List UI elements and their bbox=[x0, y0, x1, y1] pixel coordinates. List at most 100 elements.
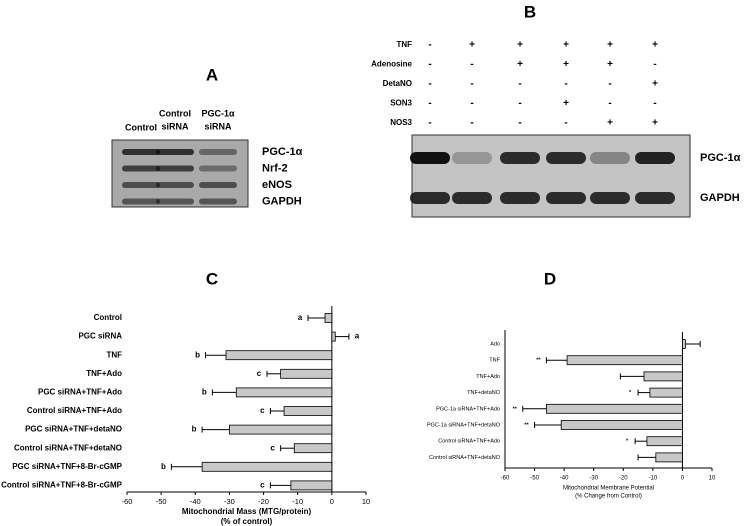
bar bbox=[225, 350, 333, 361]
band bbox=[122, 149, 160, 155]
bar bbox=[283, 406, 333, 416]
blot-b bbox=[411, 134, 691, 218]
annotation: b bbox=[192, 425, 197, 434]
bar bbox=[331, 331, 336, 342]
category-label: Control siRNA+TNF+detaNO bbox=[429, 455, 501, 461]
x-tick-label: -30 bbox=[589, 476, 598, 482]
x-tick-label: 0 bbox=[681, 476, 685, 482]
band bbox=[590, 152, 630, 164]
band bbox=[410, 152, 450, 164]
sign: - bbox=[470, 98, 473, 109]
annotation: c bbox=[270, 443, 275, 452]
sign: + bbox=[607, 59, 613, 70]
bar bbox=[566, 355, 683, 366]
x-tick-label: -40 bbox=[560, 476, 569, 482]
x-tick-label: 0 bbox=[330, 497, 334, 506]
band bbox=[199, 198, 237, 205]
condition-label: NOS3 bbox=[390, 118, 412, 127]
x-tick-label: -60 bbox=[501, 476, 510, 482]
sign: - bbox=[564, 79, 567, 90]
sign: + bbox=[517, 40, 523, 51]
category-label: TNF+Ado bbox=[476, 374, 500, 380]
x-tick-label: -10 bbox=[649, 476, 658, 482]
annotation: ** bbox=[524, 422, 529, 428]
x-tick-label: -50 bbox=[530, 476, 539, 482]
x-tick-label: -20 bbox=[258, 497, 269, 506]
annotation: * bbox=[626, 439, 629, 445]
x-tick-label: -40 bbox=[190, 497, 201, 506]
bar bbox=[324, 313, 333, 323]
x-axis-label: (% of control) bbox=[221, 517, 273, 526]
category-label: TNF bbox=[106, 350, 122, 359]
sign: - bbox=[470, 118, 473, 129]
x-tick-label: -10 bbox=[292, 497, 303, 506]
bar bbox=[235, 387, 333, 398]
bar bbox=[646, 436, 683, 447]
x-axis-label: Mitochondrial Membrane Potential bbox=[563, 486, 654, 492]
sign: - bbox=[518, 98, 521, 109]
column-label: PGC-1α bbox=[201, 108, 235, 118]
category-label: PGC siRNA+TNF+detaNO bbox=[25, 425, 122, 434]
band bbox=[546, 192, 586, 204]
sign: - bbox=[653, 98, 656, 109]
x-tick-label: -60 bbox=[122, 497, 133, 506]
band bbox=[452, 152, 492, 164]
x-tick-label: 10 bbox=[709, 476, 716, 482]
band bbox=[635, 192, 675, 204]
annotation: c bbox=[257, 369, 262, 378]
annotation: a bbox=[298, 313, 303, 322]
band bbox=[199, 149, 237, 155]
row-label: eNOS bbox=[262, 179, 292, 191]
x-axis-label: (% Change from Control) bbox=[575, 494, 642, 500]
category-label: PGC siRNA+TNF+Ado bbox=[38, 388, 122, 397]
annotation: * bbox=[629, 390, 632, 396]
category-label: PGC siRNA+TNF+8-Br-cGMP bbox=[12, 462, 122, 471]
band bbox=[199, 182, 237, 188]
band bbox=[156, 165, 194, 172]
category-label: TNF+detaNO bbox=[467, 390, 501, 396]
column-label: siRNA bbox=[204, 121, 232, 131]
annotation: ** bbox=[513, 406, 518, 412]
sign: - bbox=[428, 98, 431, 109]
category-label: PGC-1a siRNA+TNF+Ado bbox=[436, 406, 500, 412]
row-label: Nrf-2 bbox=[262, 162, 288, 174]
band bbox=[410, 192, 450, 204]
band bbox=[122, 182, 160, 188]
bar bbox=[201, 461, 333, 472]
panel-label: B bbox=[524, 2, 536, 21]
x-tick-label: -30 bbox=[224, 497, 235, 506]
sign: + bbox=[607, 40, 613, 51]
sign: + bbox=[652, 118, 658, 129]
sign: - bbox=[518, 79, 521, 90]
category-label: PGC siRNA bbox=[78, 332, 122, 341]
band bbox=[546, 152, 586, 164]
category-label: Control bbox=[94, 313, 122, 322]
annotation: b bbox=[161, 462, 166, 471]
sign: + bbox=[517, 59, 523, 70]
sign: - bbox=[470, 79, 473, 90]
column-label: siRNA bbox=[161, 121, 189, 131]
sign: + bbox=[563, 98, 569, 109]
bar bbox=[229, 424, 333, 435]
category-label: Control siRNA+TNF+detaNO bbox=[14, 443, 122, 452]
x-tick-label: 10 bbox=[362, 497, 370, 506]
sign: - bbox=[428, 118, 431, 129]
bar bbox=[290, 480, 333, 491]
category-label: TNF+Ado bbox=[86, 369, 122, 378]
band bbox=[452, 192, 492, 204]
sign: - bbox=[564, 118, 567, 129]
category-label: Control siRNA+TNF+8-Br-cGMP bbox=[1, 481, 123, 490]
sign: + bbox=[607, 118, 613, 129]
sign: - bbox=[470, 59, 473, 70]
band bbox=[500, 192, 540, 204]
column-label: Control bbox=[159, 108, 191, 118]
band bbox=[635, 152, 675, 164]
bar bbox=[560, 420, 683, 430]
category-label: Ado bbox=[490, 341, 500, 347]
x-tick-label: -20 bbox=[619, 476, 628, 482]
category-label: Control siRNA+TNF+Ado bbox=[27, 406, 122, 415]
bar bbox=[280, 368, 333, 379]
band bbox=[156, 182, 194, 188]
band bbox=[199, 165, 237, 172]
